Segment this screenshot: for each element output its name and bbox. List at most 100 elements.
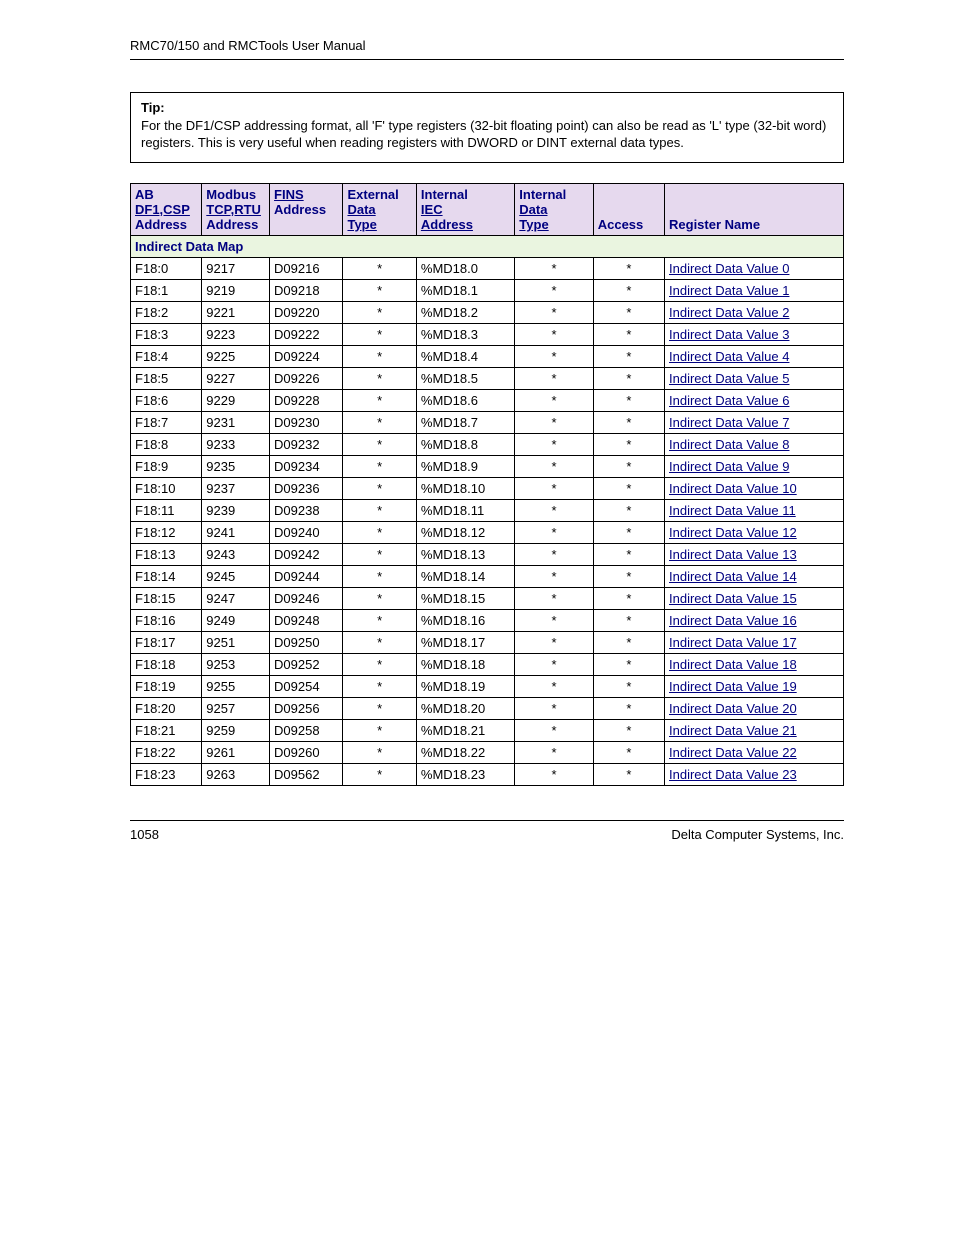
th-ext-l3-link[interactable]: Type <box>347 217 376 232</box>
footer-page-number: 1058 <box>130 827 159 842</box>
register-name-link[interactable]: Indirect Data Value 6 <box>669 393 789 408</box>
cell-ext: * <box>343 675 416 697</box>
cell-acc: * <box>593 697 664 719</box>
cell-iec: %MD18.15 <box>416 587 514 609</box>
cell-fins: D09232 <box>270 433 343 455</box>
table-head: AB DF1,CSP Address Modbus TCP,RTU Addres… <box>131 183 844 235</box>
register-name-link[interactable]: Indirect Data Value 11 <box>669 503 796 518</box>
register-name-link[interactable]: Indirect Data Value 18 <box>669 657 797 672</box>
cell-acc: * <box>593 719 664 741</box>
th-ext-l2-link[interactable]: Data <box>347 202 375 217</box>
cell-ab: F18:11 <box>131 499 202 521</box>
cell-ab: F18:23 <box>131 763 202 785</box>
table-row: F18:189253D09252*%MD18.18**Indirect Data… <box>131 653 844 675</box>
cell-fins: D09246 <box>270 587 343 609</box>
cell-register-name: Indirect Data Value 19 <box>665 675 844 697</box>
th-iec-l2-link[interactable]: IEC <box>421 202 443 217</box>
cell-ext: * <box>343 279 416 301</box>
cell-ext: * <box>343 433 416 455</box>
cell-ext: * <box>343 455 416 477</box>
cell-iec: %MD18.16 <box>416 609 514 631</box>
cell-ab: F18:1 <box>131 279 202 301</box>
th-ext: External Data Type <box>343 183 416 235</box>
cell-mb: 9261 <box>202 741 270 763</box>
th-idt-l2-link[interactable]: Data <box>519 202 547 217</box>
cell-iec: %MD18.19 <box>416 675 514 697</box>
footer-company: Delta Computer Systems, Inc. <box>671 827 844 842</box>
cell-ext: * <box>343 411 416 433</box>
register-name-link[interactable]: Indirect Data Value 15 <box>669 591 797 606</box>
cell-ext: * <box>343 257 416 279</box>
cell-acc: * <box>593 389 664 411</box>
cell-ab: F18:0 <box>131 257 202 279</box>
th-mb-l2-link[interactable]: TCP,RTU <box>206 202 261 217</box>
cell-iec: %MD18.5 <box>416 367 514 389</box>
register-name-link[interactable]: Indirect Data Value 9 <box>669 459 789 474</box>
cell-ext: * <box>343 301 416 323</box>
cell-mb: 9235 <box>202 455 270 477</box>
table-row: F18:179251D09250*%MD18.17**Indirect Data… <box>131 631 844 653</box>
th-idt-l3-link[interactable]: Type <box>519 217 548 232</box>
cell-idt: * <box>515 433 593 455</box>
register-name-link[interactable]: Indirect Data Value 10 <box>669 481 797 496</box>
table-body: Indirect Data Map F18:09217D09216*%MD18.… <box>131 235 844 785</box>
cell-ab: F18:8 <box>131 433 202 455</box>
table-row: F18:59227D09226*%MD18.5**Indirect Data V… <box>131 367 844 389</box>
cell-ext: * <box>343 499 416 521</box>
cell-acc: * <box>593 411 664 433</box>
register-name-link[interactable]: Indirect Data Value 1 <box>669 283 789 298</box>
cell-register-name: Indirect Data Value 17 <box>665 631 844 653</box>
register-name-link[interactable]: Indirect Data Value 12 <box>669 525 797 540</box>
cell-idt: * <box>515 609 593 631</box>
register-name-link[interactable]: Indirect Data Value 16 <box>669 613 797 628</box>
table-row: F18:229261D09260*%MD18.22**Indirect Data… <box>131 741 844 763</box>
register-name-link[interactable]: Indirect Data Value 17 <box>669 635 797 650</box>
register-name-link[interactable]: Indirect Data Value 21 <box>669 723 797 738</box>
cell-ext: * <box>343 565 416 587</box>
th-fins: FINS Address <box>270 183 343 235</box>
register-name-link[interactable]: Indirect Data Value 8 <box>669 437 789 452</box>
th-iec-l3-link[interactable]: Address <box>421 217 473 232</box>
th-fins-l1-link[interactable]: FINS <box>274 187 304 202</box>
register-name-link[interactable]: Indirect Data Value 20 <box>669 701 797 716</box>
table-row: F18:109237D09236*%MD18.10**Indirect Data… <box>131 477 844 499</box>
register-name-link[interactable]: Indirect Data Value 3 <box>669 327 789 342</box>
cell-acc: * <box>593 543 664 565</box>
register-name-link[interactable]: Indirect Data Value 0 <box>669 261 789 276</box>
th-fins-l2: Address <box>274 202 326 217</box>
cell-register-name: Indirect Data Value 2 <box>665 301 844 323</box>
cell-mb: 9225 <box>202 345 270 367</box>
cell-iec: %MD18.14 <box>416 565 514 587</box>
register-name-link[interactable]: Indirect Data Value 23 <box>669 767 797 782</box>
cell-acc: * <box>593 675 664 697</box>
register-name-link[interactable]: Indirect Data Value 7 <box>669 415 789 430</box>
cell-register-name: Indirect Data Value 18 <box>665 653 844 675</box>
cell-register-name: Indirect Data Value 16 <box>665 609 844 631</box>
register-name-link[interactable]: Indirect Data Value 2 <box>669 305 789 320</box>
cell-ext: * <box>343 543 416 565</box>
register-table: AB DF1,CSP Address Modbus TCP,RTU Addres… <box>130 183 844 786</box>
cell-mb: 9237 <box>202 477 270 499</box>
register-name-link[interactable]: Indirect Data Value 22 <box>669 745 797 760</box>
cell-ab: F18:20 <box>131 697 202 719</box>
register-name-link[interactable]: Indirect Data Value 19 <box>669 679 797 694</box>
table-row: F18:159247D09246*%MD18.15**Indirect Data… <box>131 587 844 609</box>
cell-fins: D09228 <box>270 389 343 411</box>
cell-register-name: Indirect Data Value 4 <box>665 345 844 367</box>
th-ab-l2-link[interactable]: DF1,CSP <box>135 202 190 217</box>
cell-register-name: Indirect Data Value 11 <box>665 499 844 521</box>
cell-ab: F18:7 <box>131 411 202 433</box>
register-name-link[interactable]: Indirect Data Value 14 <box>669 569 797 584</box>
register-name-link[interactable]: Indirect Data Value 5 <box>669 371 789 386</box>
tip-box: Tip: For the DF1/CSP addressing format, … <box>130 92 844 163</box>
cell-register-name: Indirect Data Value 23 <box>665 763 844 785</box>
register-name-link[interactable]: Indirect Data Value 13 <box>669 547 797 562</box>
cell-fins: D09248 <box>270 609 343 631</box>
cell-iec: %MD18.10 <box>416 477 514 499</box>
register-name-link[interactable]: Indirect Data Value 4 <box>669 349 789 364</box>
th-register-name: Register Name <box>665 183 844 235</box>
cell-ext: * <box>343 741 416 763</box>
cell-mb: 9251 <box>202 631 270 653</box>
tip-body: For the DF1/CSP addressing format, all '… <box>141 118 826 151</box>
cell-acc: * <box>593 631 664 653</box>
